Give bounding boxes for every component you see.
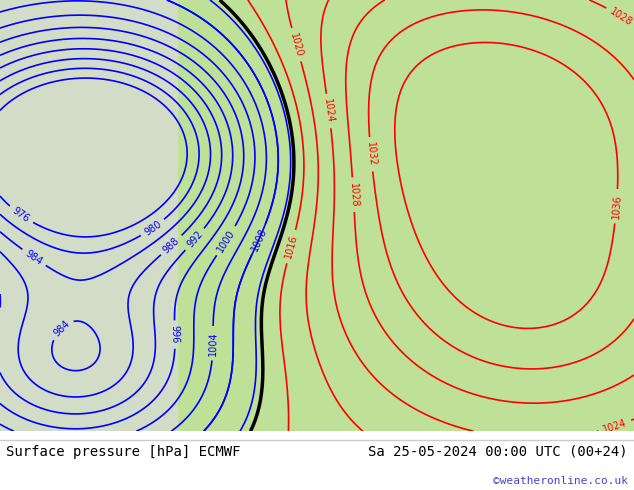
Text: 996: 996 bbox=[170, 325, 180, 344]
Text: 1028: 1028 bbox=[347, 182, 359, 207]
Text: 992: 992 bbox=[185, 229, 205, 250]
Text: 976: 976 bbox=[11, 205, 32, 224]
Text: 1036: 1036 bbox=[611, 194, 623, 219]
Text: 1032: 1032 bbox=[365, 142, 377, 167]
Text: 1016: 1016 bbox=[283, 234, 299, 260]
Text: Surface pressure [hPa] ECMWF: Surface pressure [hPa] ECMWF bbox=[6, 445, 241, 459]
Bar bbox=[0, 0, 178, 431]
Text: 1000: 1000 bbox=[216, 228, 237, 254]
Text: 1024: 1024 bbox=[602, 417, 628, 435]
Text: Sa 25-05-2024 00:00 UTC (00+24): Sa 25-05-2024 00:00 UTC (00+24) bbox=[368, 445, 628, 459]
Text: 1008: 1008 bbox=[249, 226, 268, 253]
Text: 1004: 1004 bbox=[207, 331, 218, 356]
Text: 1028: 1028 bbox=[608, 6, 634, 27]
Text: 1024: 1024 bbox=[322, 98, 335, 124]
Text: 1020: 1020 bbox=[288, 31, 304, 58]
Bar bbox=[178, 0, 634, 431]
Text: 984: 984 bbox=[23, 248, 44, 267]
Text: 984: 984 bbox=[51, 318, 72, 339]
Text: 988: 988 bbox=[161, 235, 181, 255]
Text: ©weatheronline.co.uk: ©weatheronline.co.uk bbox=[493, 476, 628, 486]
Text: 980: 980 bbox=[143, 219, 163, 237]
